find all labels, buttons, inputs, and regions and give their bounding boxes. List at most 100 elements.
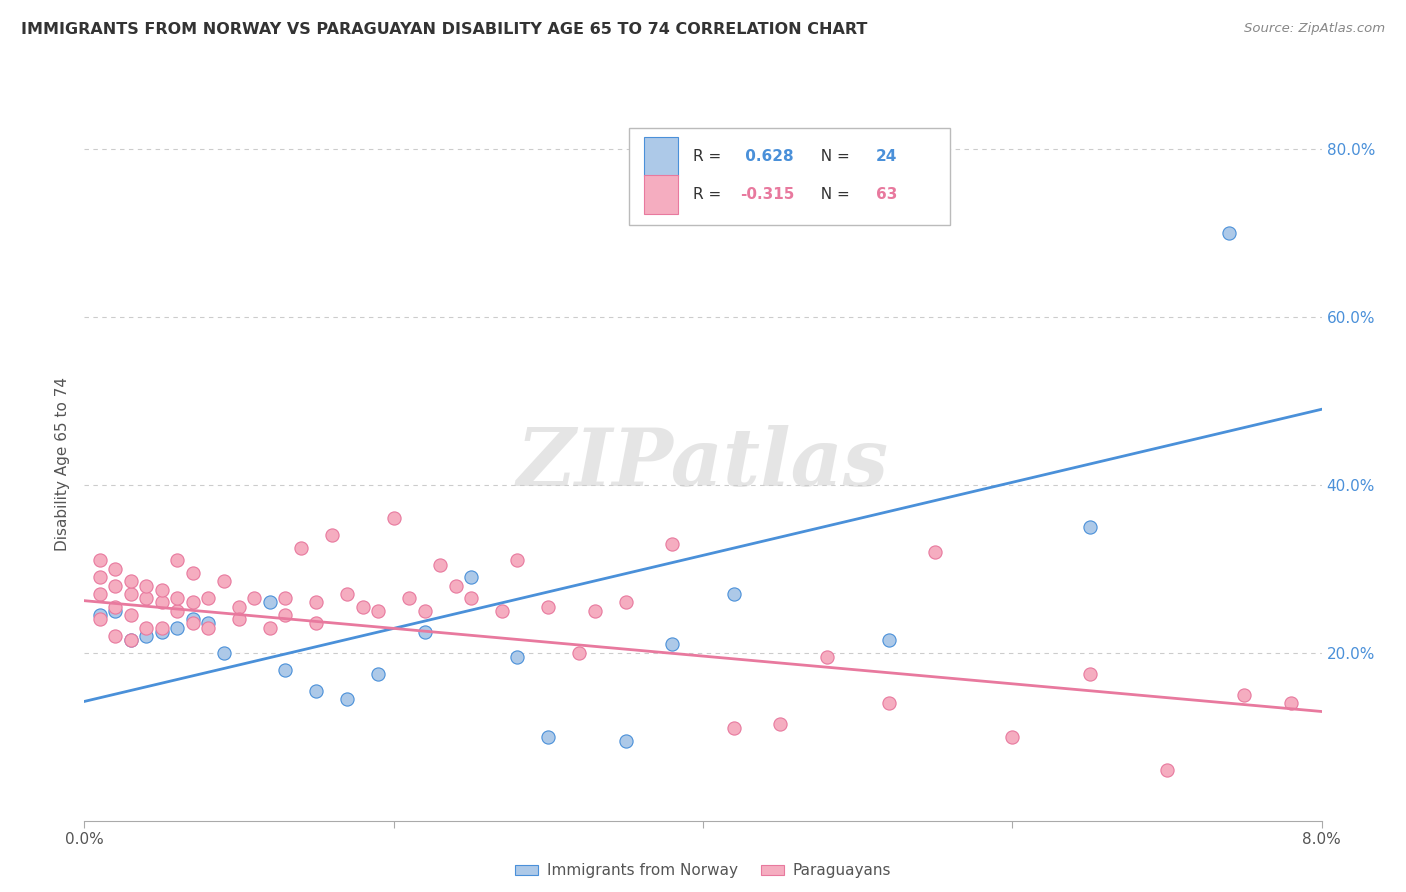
Point — [274, 663, 297, 677]
FancyBboxPatch shape — [644, 137, 678, 177]
Point — [336, 692, 359, 706]
Point — [135, 621, 157, 635]
Point — [723, 721, 745, 735]
Point — [661, 637, 683, 651]
Point — [1233, 688, 1256, 702]
Point — [135, 591, 157, 606]
FancyBboxPatch shape — [644, 175, 678, 214]
Point — [104, 629, 127, 643]
Point — [197, 621, 219, 635]
Point — [135, 629, 157, 643]
Point — [181, 612, 204, 626]
Point — [460, 570, 482, 584]
Point — [924, 545, 946, 559]
Text: ZIPatlas: ZIPatlas — [517, 425, 889, 502]
Point — [104, 604, 127, 618]
Point — [120, 574, 142, 589]
Point — [723, 587, 745, 601]
Text: R =: R = — [693, 149, 727, 164]
Point — [305, 616, 328, 631]
Point — [120, 607, 142, 622]
Text: N =: N = — [811, 149, 855, 164]
Point — [1218, 226, 1240, 240]
Point — [1156, 764, 1178, 778]
Point — [89, 570, 111, 584]
Point — [150, 621, 173, 635]
Point — [367, 666, 389, 681]
Point — [429, 558, 451, 572]
Point — [413, 624, 436, 639]
Point — [166, 553, 188, 567]
Point — [321, 528, 343, 542]
Text: -0.315: -0.315 — [740, 187, 794, 202]
FancyBboxPatch shape — [628, 128, 950, 225]
Point — [305, 683, 328, 698]
Point — [259, 621, 281, 635]
Point — [181, 616, 204, 631]
Point — [89, 553, 111, 567]
Text: 24: 24 — [876, 149, 897, 164]
Text: N =: N = — [811, 187, 855, 202]
Point — [305, 595, 328, 609]
Point — [120, 587, 142, 601]
Point — [352, 599, 374, 614]
Point — [877, 696, 900, 710]
Point — [382, 511, 405, 525]
Point — [398, 591, 420, 606]
Point — [614, 734, 637, 748]
Point — [166, 591, 188, 606]
Point — [815, 649, 838, 664]
Point — [181, 595, 204, 609]
Y-axis label: Disability Age 65 to 74: Disability Age 65 to 74 — [55, 376, 70, 551]
Point — [104, 599, 127, 614]
Point — [1078, 520, 1101, 534]
Point — [166, 621, 188, 635]
Point — [491, 604, 513, 618]
Point — [104, 562, 127, 576]
Point — [243, 591, 266, 606]
Point — [228, 612, 250, 626]
Point — [568, 646, 591, 660]
Point — [877, 633, 900, 648]
Point — [212, 574, 235, 589]
Point — [661, 536, 683, 550]
Point — [537, 730, 560, 744]
Text: IMMIGRANTS FROM NORWAY VS PARAGUAYAN DISABILITY AGE 65 TO 74 CORRELATION CHART: IMMIGRANTS FROM NORWAY VS PARAGUAYAN DIS… — [21, 22, 868, 37]
Point — [444, 578, 467, 592]
Point — [150, 595, 173, 609]
Point — [336, 587, 359, 601]
Point — [120, 633, 142, 648]
Point — [212, 646, 235, 660]
Point — [89, 612, 111, 626]
Point — [1279, 696, 1302, 710]
Text: 0.628: 0.628 — [740, 149, 794, 164]
Text: R =: R = — [693, 187, 727, 202]
Point — [290, 541, 312, 555]
Point — [150, 624, 173, 639]
Point — [537, 599, 560, 614]
Point — [181, 566, 204, 580]
Point — [506, 553, 529, 567]
Point — [166, 604, 188, 618]
Point — [1078, 666, 1101, 681]
Point — [460, 591, 482, 606]
Point — [120, 633, 142, 648]
Point — [506, 649, 529, 664]
Text: Source: ZipAtlas.com: Source: ZipAtlas.com — [1244, 22, 1385, 36]
Point — [89, 587, 111, 601]
Legend: Immigrants from Norway, Paraguayans: Immigrants from Norway, Paraguayans — [509, 857, 897, 884]
Point — [197, 616, 219, 631]
Point — [274, 591, 297, 606]
Text: 63: 63 — [876, 187, 897, 202]
Point — [413, 604, 436, 618]
Point — [104, 578, 127, 592]
Point — [614, 595, 637, 609]
Point — [228, 599, 250, 614]
Point — [150, 582, 173, 597]
Point — [769, 717, 792, 731]
Point — [259, 595, 281, 609]
Point — [274, 607, 297, 622]
Point — [89, 607, 111, 622]
Point — [1001, 730, 1024, 744]
Point — [135, 578, 157, 592]
